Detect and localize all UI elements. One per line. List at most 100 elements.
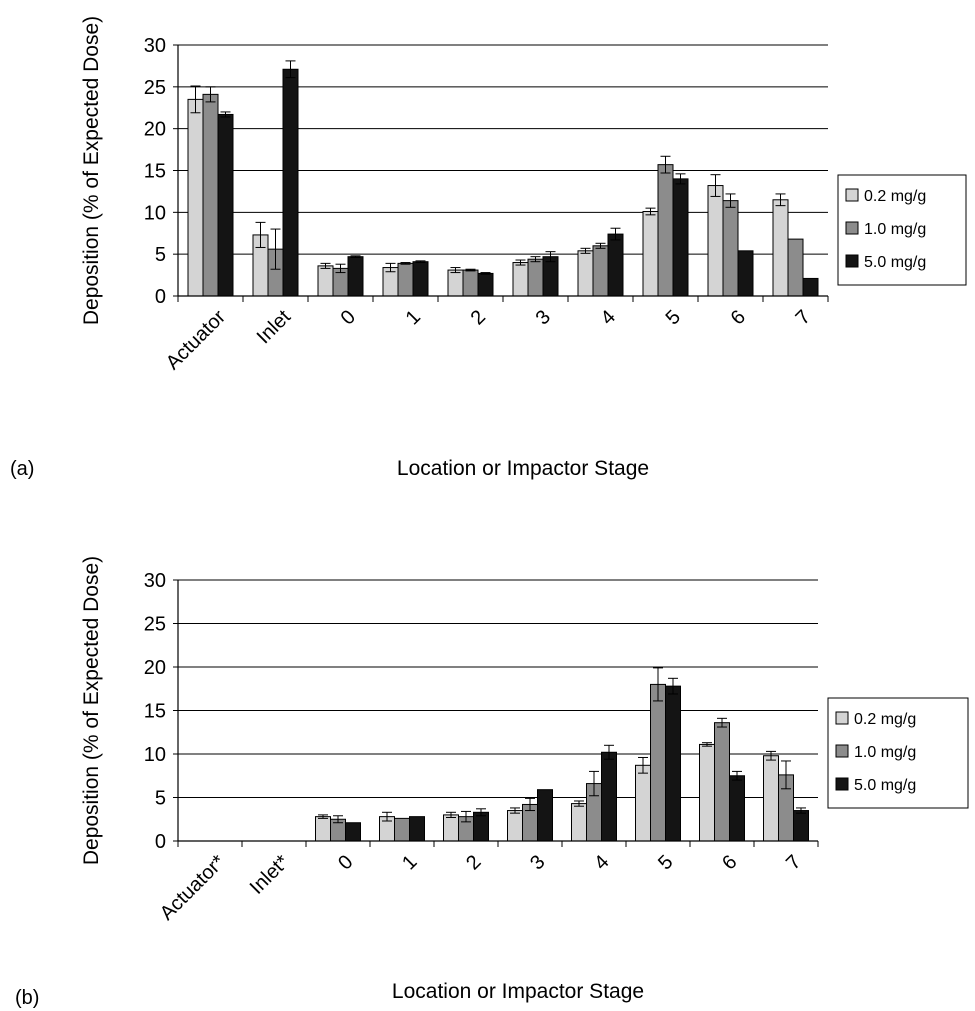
bar [722, 200, 739, 297]
x-tick-label: 7 [792, 306, 815, 329]
bar [657, 164, 674, 297]
x-tick-label: 5 [654, 851, 677, 874]
x-tick-label: 3 [532, 306, 555, 329]
legend-label: 1.0 mg/g [864, 221, 926, 238]
y-tick-label: 5 [155, 244, 166, 266]
y-tick-label: 25 [144, 77, 166, 99]
bar [394, 817, 410, 842]
bar [187, 98, 204, 297]
bar [714, 722, 730, 842]
x-tick-label: Inlet [253, 306, 296, 349]
bar [592, 245, 609, 297]
bar [802, 277, 819, 297]
legend-label: 1.0 mg/g [854, 744, 916, 761]
y-tick-label: 0 [155, 286, 166, 308]
y-axis-title: Deposition (% of Expected Dose) [80, 556, 103, 865]
y-tick-label: 10 [144, 744, 166, 766]
bar [447, 269, 464, 297]
bar [642, 210, 659, 297]
bar [347, 256, 364, 297]
bar [282, 68, 299, 297]
bar [477, 272, 494, 297]
legend-swatch [845, 254, 859, 268]
x-tick-label: 1 [402, 306, 425, 329]
bar [512, 262, 529, 297]
bar [443, 814, 459, 842]
legend: 0.2 mg/g 1.0 mg/g 5.0 mg/g [827, 697, 969, 809]
chart-panel-a: 0 5 10 15 20 25 30 Actuator Inlet 0 1 2 3 4 5 6 7 Deposit… [10, 16, 967, 480]
x-tick-label: 4 [597, 306, 620, 329]
bar [729, 775, 745, 842]
legend-swatch [845, 188, 859, 202]
bar [397, 262, 414, 297]
bar [317, 265, 334, 297]
x-tick-label: Inlet* [246, 851, 294, 899]
bar [473, 811, 489, 842]
bar [737, 250, 754, 297]
x-axis-title: Location or Impactor Stage [392, 980, 644, 1003]
y-tick-label: 20 [144, 657, 166, 679]
bar [787, 238, 804, 297]
bar [217, 113, 234, 297]
bar [537, 789, 553, 842]
legend-label: 0.2 mg/g [854, 711, 916, 728]
x-tick-label: 2 [462, 851, 485, 874]
legend: 0.2 mg/g 1.0 mg/g 5.0 mg/g [837, 174, 967, 286]
y-tick-label: 5 [155, 788, 166, 810]
y-tick-label: 0 [155, 831, 166, 853]
legend-swatch [835, 777, 849, 791]
y-tick-label: 25 [144, 614, 166, 636]
x-tick-label: 4 [590, 851, 613, 874]
y-tick-label: 15 [144, 701, 166, 723]
x-tick-label: 0 [337, 306, 360, 329]
x-tick-label: Actuator [162, 306, 230, 374]
bar [577, 250, 594, 297]
legend-swatch [845, 221, 859, 235]
bar [202, 93, 219, 297]
y-tick-label: 15 [144, 161, 166, 183]
y-tick-label: 30 [144, 35, 166, 57]
x-axis-title: Location or Impactor Stage [397, 457, 649, 480]
bar [409, 816, 425, 842]
bar [527, 258, 544, 297]
bar [672, 178, 689, 297]
x-tick-label: 3 [526, 851, 549, 874]
x-tick-label: 5 [662, 306, 685, 329]
bar [607, 233, 624, 297]
bar [772, 199, 789, 297]
bar [542, 256, 559, 297]
bar [571, 803, 587, 842]
bar [763, 755, 779, 842]
y-tick-label: 20 [144, 119, 166, 141]
bar [507, 810, 523, 842]
legend-label: 5.0 mg/g [864, 254, 926, 271]
x-tick-label: 7 [782, 851, 805, 874]
y-axis-title: Deposition (% of Expected Dose) [80, 16, 103, 325]
bar [635, 764, 651, 842]
legend-label: 5.0 mg/g [854, 777, 916, 794]
bar [315, 816, 331, 842]
x-tick-label: 6 [727, 306, 750, 329]
bar [462, 269, 479, 297]
panel-label: (a) [10, 458, 34, 480]
legend-swatch [835, 744, 849, 758]
x-tick-label: 0 [334, 851, 357, 874]
legend-box [837, 174, 967, 286]
bar [650, 683, 666, 842]
bar [665, 685, 681, 842]
bar [707, 185, 724, 297]
x-tick-label: 2 [467, 306, 490, 329]
bar [601, 751, 617, 842]
bar [345, 822, 361, 842]
bar [412, 261, 429, 297]
x-tick-label: 6 [718, 851, 741, 874]
y-tick-label: 30 [144, 570, 166, 592]
x-tick-label: Actuator* [156, 851, 230, 925]
legend-label: 0.2 mg/g [864, 188, 926, 205]
bar [699, 743, 715, 842]
legend-box [827, 697, 969, 809]
legend-swatch [835, 711, 849, 725]
bar [793, 810, 809, 842]
panel-label: (b) [15, 987, 39, 1009]
